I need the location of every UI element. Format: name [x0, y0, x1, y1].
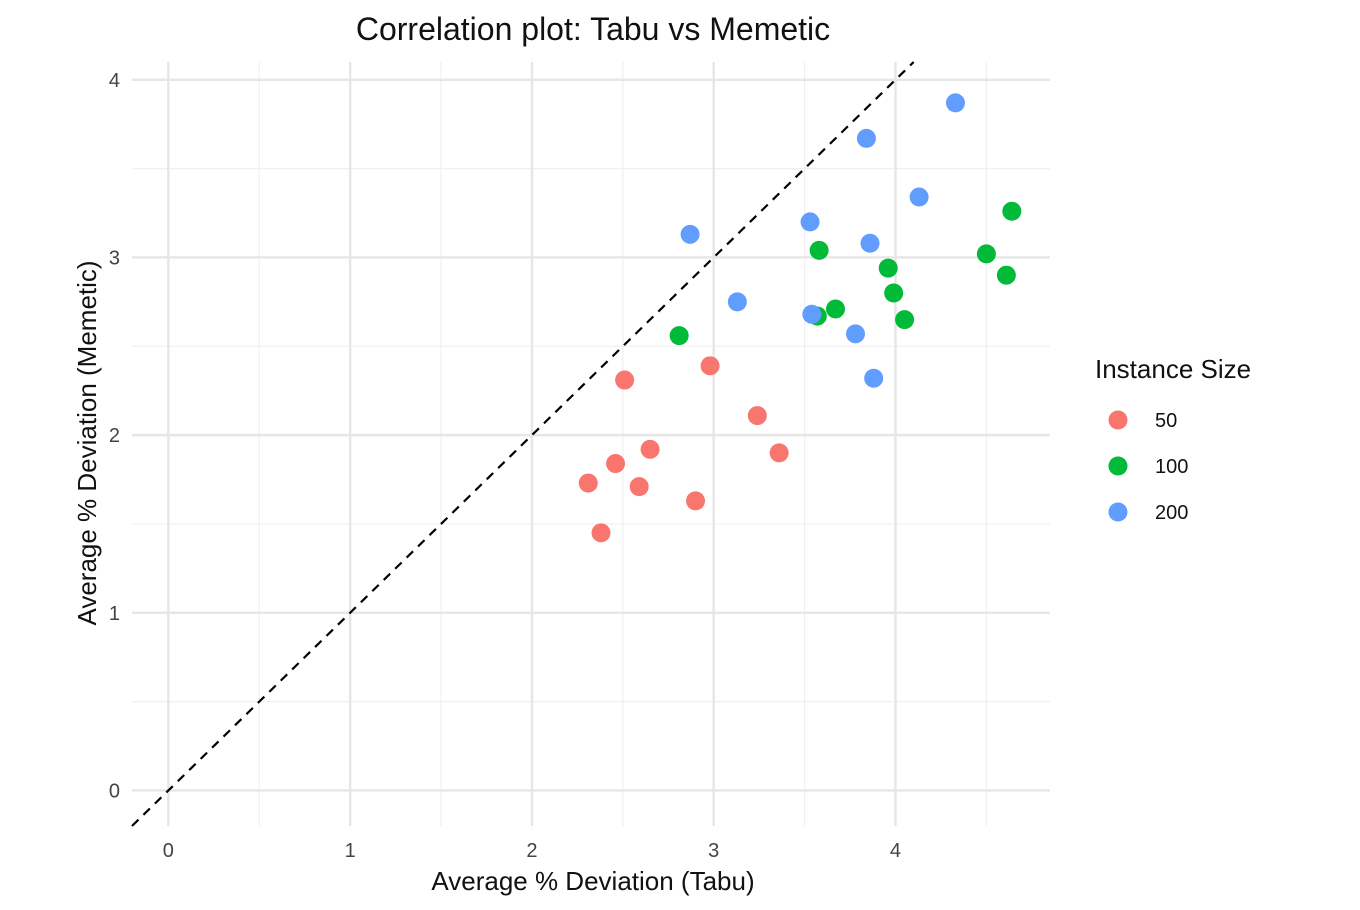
data-point-size-200: [727, 292, 747, 312]
x-tick-label: 4: [890, 840, 901, 862]
data-points: [578, 93, 1022, 543]
data-point-size-50: [700, 356, 720, 376]
chart-title: Correlation plot: Tabu vs Memetic: [356, 11, 830, 47]
y-tick-label: 3: [109, 247, 120, 269]
data-point-size-200: [864, 368, 884, 388]
data-point-size-50: [640, 439, 660, 459]
legend: Instance Size 50 100 200: [1095, 354, 1251, 524]
data-point-size-100: [895, 310, 915, 330]
y-tick-label: 1: [109, 603, 120, 625]
legend-label-50: 50: [1155, 410, 1177, 432]
x-axis-label: Average % Deviation (Tabu): [431, 866, 754, 896]
legend-key-50: [1108, 410, 1128, 430]
data-point-size-200: [802, 304, 822, 324]
minor-gridlines: [132, 62, 1050, 826]
data-point-size-50: [769, 443, 789, 463]
data-point-size-50: [606, 454, 626, 474]
y-tick-label: 4: [109, 70, 120, 92]
x-axis-ticks: 0 1 2 3 4: [163, 840, 901, 862]
y-tick-label: 0: [109, 780, 120, 802]
x-tick-label: 3: [708, 840, 719, 862]
data-point-size-100: [669, 326, 689, 346]
data-point-size-100: [1002, 201, 1022, 221]
legend-key-200: [1108, 502, 1128, 522]
data-point-size-50: [578, 473, 598, 493]
y-axis-label: Average % Deviation (Memetic): [72, 260, 102, 625]
data-point-size-200: [800, 212, 820, 232]
legend-label-200: 200: [1155, 502, 1188, 524]
data-point-size-50: [615, 370, 635, 390]
data-point-size-100: [809, 240, 829, 260]
data-point-size-50: [686, 491, 706, 511]
major-gridlines: [132, 62, 1050, 826]
data-point-size-100: [976, 244, 996, 264]
data-point-size-100: [884, 283, 904, 303]
x-tick-label: 0: [163, 840, 174, 862]
data-point-size-200: [680, 224, 700, 244]
data-point-size-200: [909, 187, 929, 207]
data-point-size-200: [845, 324, 865, 344]
data-point-size-50: [591, 523, 611, 543]
reference-line-y-equals-x: [131, 61, 915, 827]
data-point-size-100: [825, 299, 845, 319]
y-tick-label: 2: [109, 425, 120, 447]
data-point-size-100: [996, 265, 1016, 285]
data-point-size-50: [629, 477, 649, 497]
data-point-size-200: [945, 93, 965, 113]
legend-title: Instance Size: [1095, 354, 1251, 384]
y-axis-ticks: 0 1 2 3 4: [109, 70, 120, 803]
data-point-size-200: [860, 233, 880, 253]
legend-label-100: 100: [1155, 456, 1188, 478]
x-tick-label: 1: [345, 840, 356, 862]
data-point-size-100: [878, 258, 898, 278]
data-point-size-50: [747, 406, 767, 426]
reference-line-group: [131, 61, 915, 827]
data-point-size-200: [856, 128, 876, 148]
legend-key-100: [1108, 456, 1128, 476]
x-tick-label: 2: [526, 840, 537, 862]
